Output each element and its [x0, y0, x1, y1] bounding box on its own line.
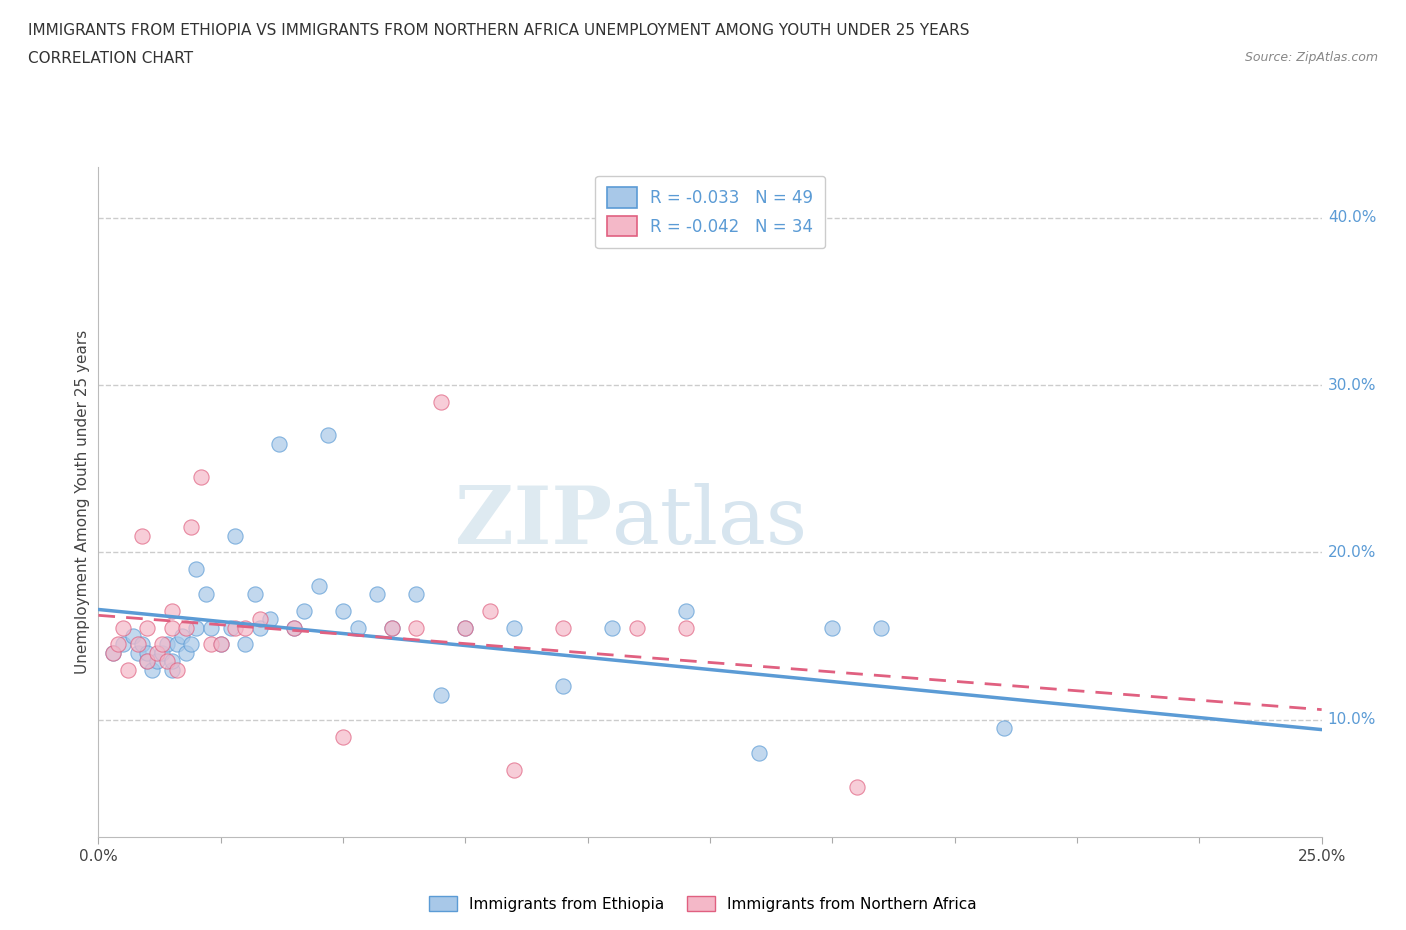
Point [224, 528, 246, 543]
Point [381, 620, 404, 635]
Point [156, 654, 179, 669]
Point [381, 620, 404, 635]
Point [308, 578, 330, 593]
Point [180, 637, 202, 652]
Point [346, 620, 368, 635]
Point [600, 620, 623, 635]
Point [405, 620, 427, 635]
Point [243, 587, 266, 602]
Point [332, 604, 354, 618]
Point [454, 620, 477, 635]
Point [190, 470, 212, 485]
Point [553, 679, 575, 694]
Point [186, 562, 208, 577]
Point [675, 604, 697, 618]
Point [269, 436, 291, 451]
Point [127, 645, 149, 660]
Point [111, 637, 134, 652]
Legend: Immigrants from Ethiopia, Immigrants from Northern Africa: Immigrants from Ethiopia, Immigrants fro… [423, 889, 983, 918]
Point [136, 654, 159, 669]
Point [405, 587, 427, 602]
Point [430, 687, 453, 702]
Point [366, 587, 388, 602]
Text: 40.0%: 40.0% [1327, 210, 1376, 225]
Text: 10.0%: 10.0% [1327, 712, 1376, 727]
Point [111, 620, 134, 635]
Point [160, 654, 183, 669]
Point [748, 746, 770, 761]
Point [146, 654, 169, 669]
Point [249, 612, 271, 627]
Y-axis label: Unemployment Among Youth under 25 years: Unemployment Among Youth under 25 years [75, 330, 90, 674]
Point [170, 629, 193, 644]
Point [821, 620, 844, 635]
Point [430, 394, 453, 409]
Point [454, 620, 477, 635]
Point [993, 721, 1015, 736]
Point [131, 528, 153, 543]
Point [127, 637, 149, 652]
Point [150, 637, 173, 652]
Point [166, 662, 188, 677]
Point [870, 620, 893, 635]
Point [283, 620, 305, 635]
Point [107, 637, 129, 652]
Point [156, 637, 179, 652]
Point [233, 637, 256, 652]
Point [209, 637, 232, 652]
Point [136, 620, 159, 635]
Point [1212, 846, 1234, 861]
Point [180, 520, 202, 535]
Point [200, 637, 222, 652]
Text: atlas: atlas [612, 484, 807, 562]
Point [195, 587, 218, 602]
Point [845, 779, 868, 794]
Point [233, 620, 256, 635]
Point [503, 620, 526, 635]
Text: ZIP: ZIP [456, 484, 612, 562]
Point [332, 729, 354, 744]
Point [553, 620, 575, 635]
Point [146, 645, 169, 660]
Point [176, 620, 198, 635]
Point [318, 428, 340, 443]
Point [101, 645, 124, 660]
Point [209, 637, 232, 652]
Point [283, 620, 305, 635]
Point [478, 604, 501, 618]
Point [136, 645, 159, 660]
Point [166, 637, 188, 652]
Point [117, 662, 139, 677]
Point [503, 763, 526, 777]
Point [176, 645, 198, 660]
Point [136, 654, 159, 669]
Point [141, 662, 163, 677]
Point [224, 620, 246, 635]
Point [626, 620, 648, 635]
Text: IMMIGRANTS FROM ETHIOPIA VS IMMIGRANTS FROM NORTHERN AFRICA UNEMPLOYMENT AMONG Y: IMMIGRANTS FROM ETHIOPIA VS IMMIGRANTS F… [28, 23, 970, 38]
Point [160, 604, 183, 618]
Point [121, 629, 143, 644]
Text: CORRELATION CHART: CORRELATION CHART [28, 51, 193, 66]
Point [249, 620, 271, 635]
Text: 30.0%: 30.0% [1327, 378, 1376, 392]
Legend: R = -0.033   N = 49, R = -0.042   N = 34: R = -0.033 N = 49, R = -0.042 N = 34 [595, 176, 825, 248]
Point [186, 620, 208, 635]
Point [150, 645, 173, 660]
Point [131, 637, 153, 652]
Point [675, 620, 697, 635]
Text: 20.0%: 20.0% [1327, 545, 1376, 560]
Point [292, 604, 315, 618]
Text: Source: ZipAtlas.com: Source: ZipAtlas.com [1244, 51, 1378, 64]
Point [259, 612, 281, 627]
Point [200, 620, 222, 635]
Point [160, 620, 183, 635]
Point [101, 645, 124, 660]
Point [160, 662, 183, 677]
Point [219, 620, 242, 635]
